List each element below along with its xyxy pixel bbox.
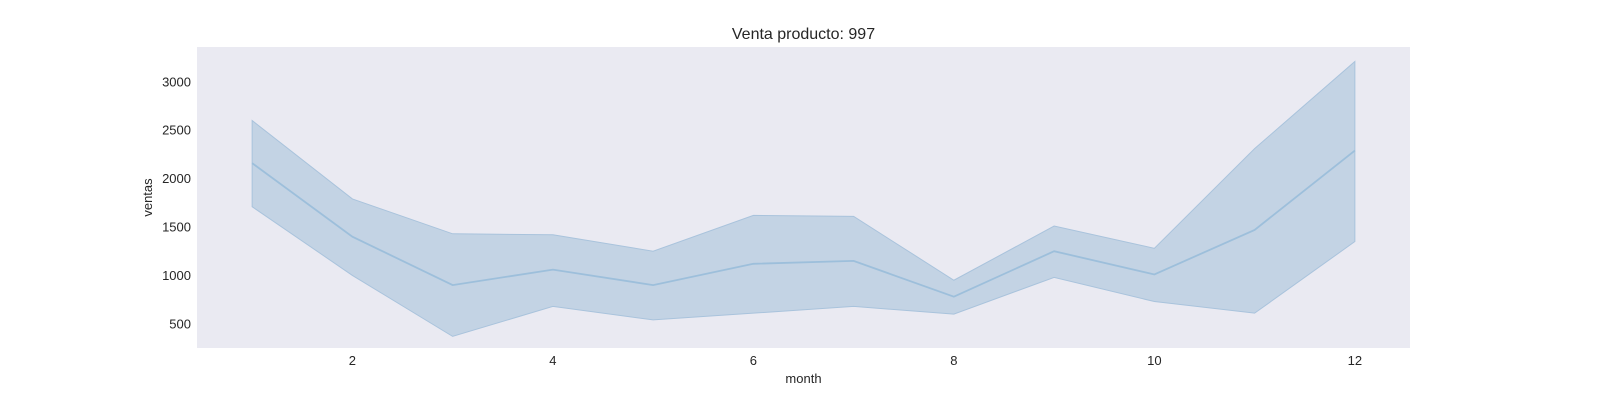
x-tick-label: 6: [750, 353, 757, 368]
x-tick-label: 2: [349, 353, 356, 368]
x-tick-label: 8: [950, 353, 957, 368]
x-axis-ticks: 2 4 6 8 10 12: [349, 353, 1362, 368]
x-axis-label: month: [785, 371, 821, 386]
confidence-band: [251, 60, 1356, 337]
y-axis-ticks: 500 1000 1500 2000 2500 3000: [162, 74, 191, 331]
y-tick-label: 3000: [162, 74, 191, 89]
chart-title: Venta producto: 997: [732, 26, 875, 43]
y-tick-label: 2000: [162, 171, 191, 186]
y-tick-label: 1500: [162, 220, 191, 235]
y-tick-label: 1000: [162, 268, 191, 283]
y-axis-label: ventas: [140, 178, 155, 217]
x-tick-label: 12: [1348, 353, 1362, 368]
confidence-band-layer: [251, 60, 1356, 337]
series-line-layer: [251, 149, 1356, 298]
series-line: [251, 149, 1356, 298]
y-tick-label: 2500: [162, 123, 191, 138]
x-tick-label: 10: [1147, 353, 1161, 368]
x-tick-label: 4: [549, 353, 556, 368]
y-tick-label: 500: [169, 316, 191, 331]
